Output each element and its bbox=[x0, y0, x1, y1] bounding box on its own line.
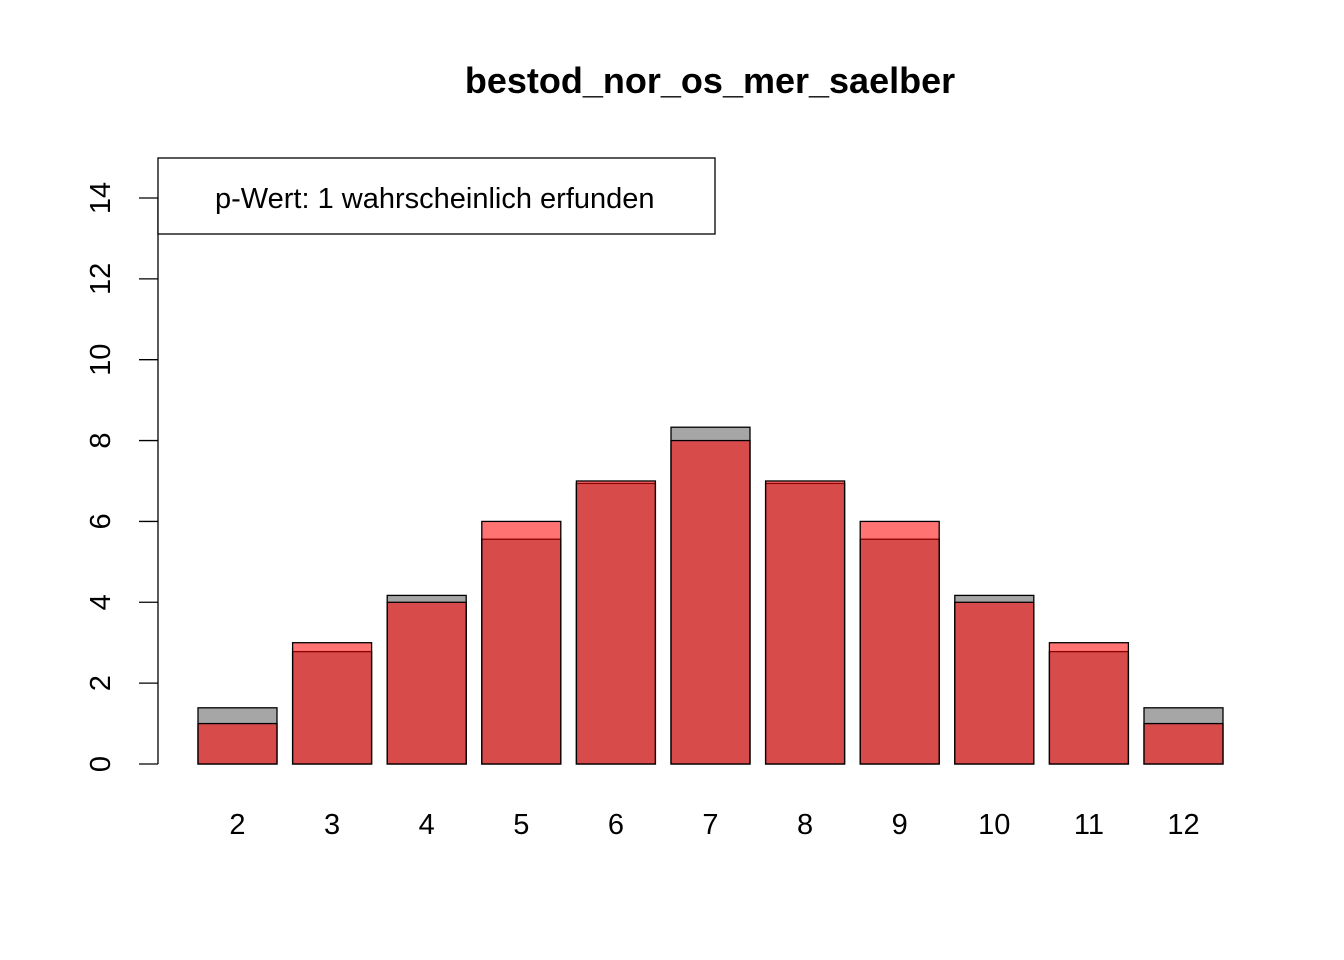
bars-observed bbox=[197, 439, 1224, 765]
bar-observed bbox=[1048, 642, 1130, 765]
bar-observed bbox=[954, 601, 1035, 765]
y-tick-label: 2 bbox=[85, 675, 117, 691]
y-axis: 0 2 4 6 8 10 12 14 bbox=[85, 182, 159, 772]
x-tick-label: 10 bbox=[978, 809, 1010, 841]
x-tick-label: 12 bbox=[1167, 809, 1199, 841]
y-tick-label: 8 bbox=[85, 432, 117, 448]
legend-box bbox=[157, 157, 716, 235]
x-tick-label: 4 bbox=[419, 809, 435, 841]
x-tick-label: 3 bbox=[324, 809, 340, 841]
x-tick-label: 7 bbox=[702, 809, 718, 841]
y-tick-label: 6 bbox=[85, 513, 117, 529]
bar-observed bbox=[197, 722, 278, 765]
bar-observed bbox=[764, 480, 846, 765]
x-axis-labels: 2 3 4 5 6 7 8 9 10 11 12 bbox=[229, 809, 1199, 841]
bar-observed bbox=[859, 520, 940, 765]
bar-observed bbox=[481, 520, 562, 765]
y-tick-label: 10 bbox=[85, 344, 117, 376]
y-tick-label: 14 bbox=[85, 182, 117, 214]
x-tick-label: 8 bbox=[797, 809, 813, 841]
x-tick-label: 6 bbox=[608, 809, 624, 841]
legend: p-Wert: 1 wahrscheinlich erfunden bbox=[157, 157, 716, 235]
x-tick-label: 2 bbox=[229, 809, 245, 841]
x-tick-label: 11 bbox=[1074, 809, 1104, 841]
y-tick-label: 0 bbox=[85, 756, 117, 772]
legend-label: p-Wert: 1 wahrscheinlich erfunden bbox=[215, 183, 655, 215]
bar-observed bbox=[386, 601, 467, 765]
y-tick-label: 12 bbox=[85, 263, 117, 295]
chart-title: bestod_nor_os_mer_saelber bbox=[465, 60, 955, 101]
bar-observed bbox=[575, 480, 657, 765]
bar-observed bbox=[670, 439, 751, 765]
x-tick-label: 9 bbox=[892, 809, 908, 841]
bar-observed bbox=[291, 642, 373, 765]
x-tick-label: 5 bbox=[513, 809, 529, 841]
bar-observed bbox=[1143, 722, 1224, 765]
y-tick-label: 4 bbox=[85, 594, 117, 610]
